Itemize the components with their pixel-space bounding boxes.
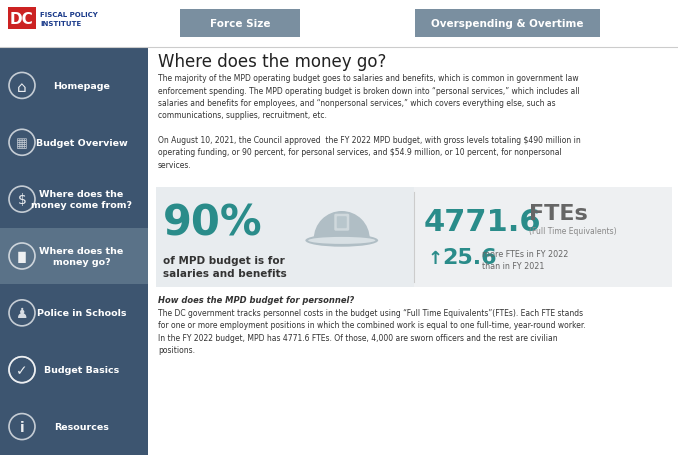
Text: Where does the
money come from?: Where does the money come from? (31, 190, 132, 209)
FancyBboxPatch shape (180, 10, 300, 38)
FancyBboxPatch shape (156, 187, 414, 288)
Text: Resources: Resources (54, 422, 109, 431)
Text: 25.6: 25.6 (442, 248, 496, 268)
Text: On August 10, 2021, the Council approved  the FY 2022 MPD budget, with gross lev: On August 10, 2021, the Council approved… (158, 136, 581, 170)
Text: i: i (20, 420, 24, 434)
FancyBboxPatch shape (337, 217, 346, 229)
Text: more FTEs in FY 2022
than in FY 2021: more FTEs in FY 2022 than in FY 2021 (482, 249, 568, 271)
Text: Force Size: Force Size (210, 19, 271, 29)
Text: ▦: ▦ (16, 136, 28, 149)
FancyBboxPatch shape (8, 8, 36, 30)
Text: FISCAL POLICY: FISCAL POLICY (40, 12, 98, 18)
Text: DC: DC (10, 11, 34, 26)
Text: ▐▌: ▐▌ (14, 251, 31, 262)
Text: Where does the
money go?: Where does the money go? (39, 247, 123, 266)
FancyBboxPatch shape (0, 0, 678, 48)
Text: $: $ (18, 193, 26, 207)
Text: Police in Schools: Police in Schools (37, 308, 126, 318)
Wedge shape (314, 212, 370, 239)
Text: Budget Overview: Budget Overview (35, 138, 127, 147)
Ellipse shape (308, 238, 376, 244)
Text: The majority of the MPD operating budget goes to salaries and benefits, which is: The majority of the MPD operating budget… (158, 74, 580, 120)
FancyBboxPatch shape (415, 10, 600, 38)
Text: ♟: ♟ (16, 306, 28, 320)
FancyBboxPatch shape (334, 214, 349, 231)
Text: Budget Basics: Budget Basics (44, 365, 119, 374)
Text: Where does the money go?: Where does the money go? (158, 53, 386, 71)
FancyBboxPatch shape (0, 48, 148, 455)
Text: (Full Time Equivalents): (Full Time Equivalents) (529, 227, 616, 236)
Text: INSTITUTE: INSTITUTE (40, 21, 81, 27)
Text: Overspending & Overtime: Overspending & Overtime (431, 19, 583, 29)
Text: 90%: 90% (163, 202, 262, 244)
FancyBboxPatch shape (0, 228, 148, 285)
Ellipse shape (305, 235, 378, 247)
Text: Homepage: Homepage (53, 82, 110, 91)
Text: ↑: ↑ (428, 249, 443, 268)
FancyBboxPatch shape (414, 187, 672, 288)
Text: How does the MPD budget for personnel?: How does the MPD budget for personnel? (158, 295, 354, 304)
Text: of MPD budget is for
salaries and benefits: of MPD budget is for salaries and benefi… (163, 255, 287, 278)
Text: FTEs: FTEs (529, 203, 588, 223)
Text: ⌂: ⌂ (17, 80, 27, 95)
Text: The DC government tracks personnel costs in the budget using “Full Time Equivale: The DC government tracks personnel costs… (158, 308, 586, 355)
Text: ✓: ✓ (16, 363, 28, 377)
Text: 4771.6: 4771.6 (424, 207, 542, 237)
